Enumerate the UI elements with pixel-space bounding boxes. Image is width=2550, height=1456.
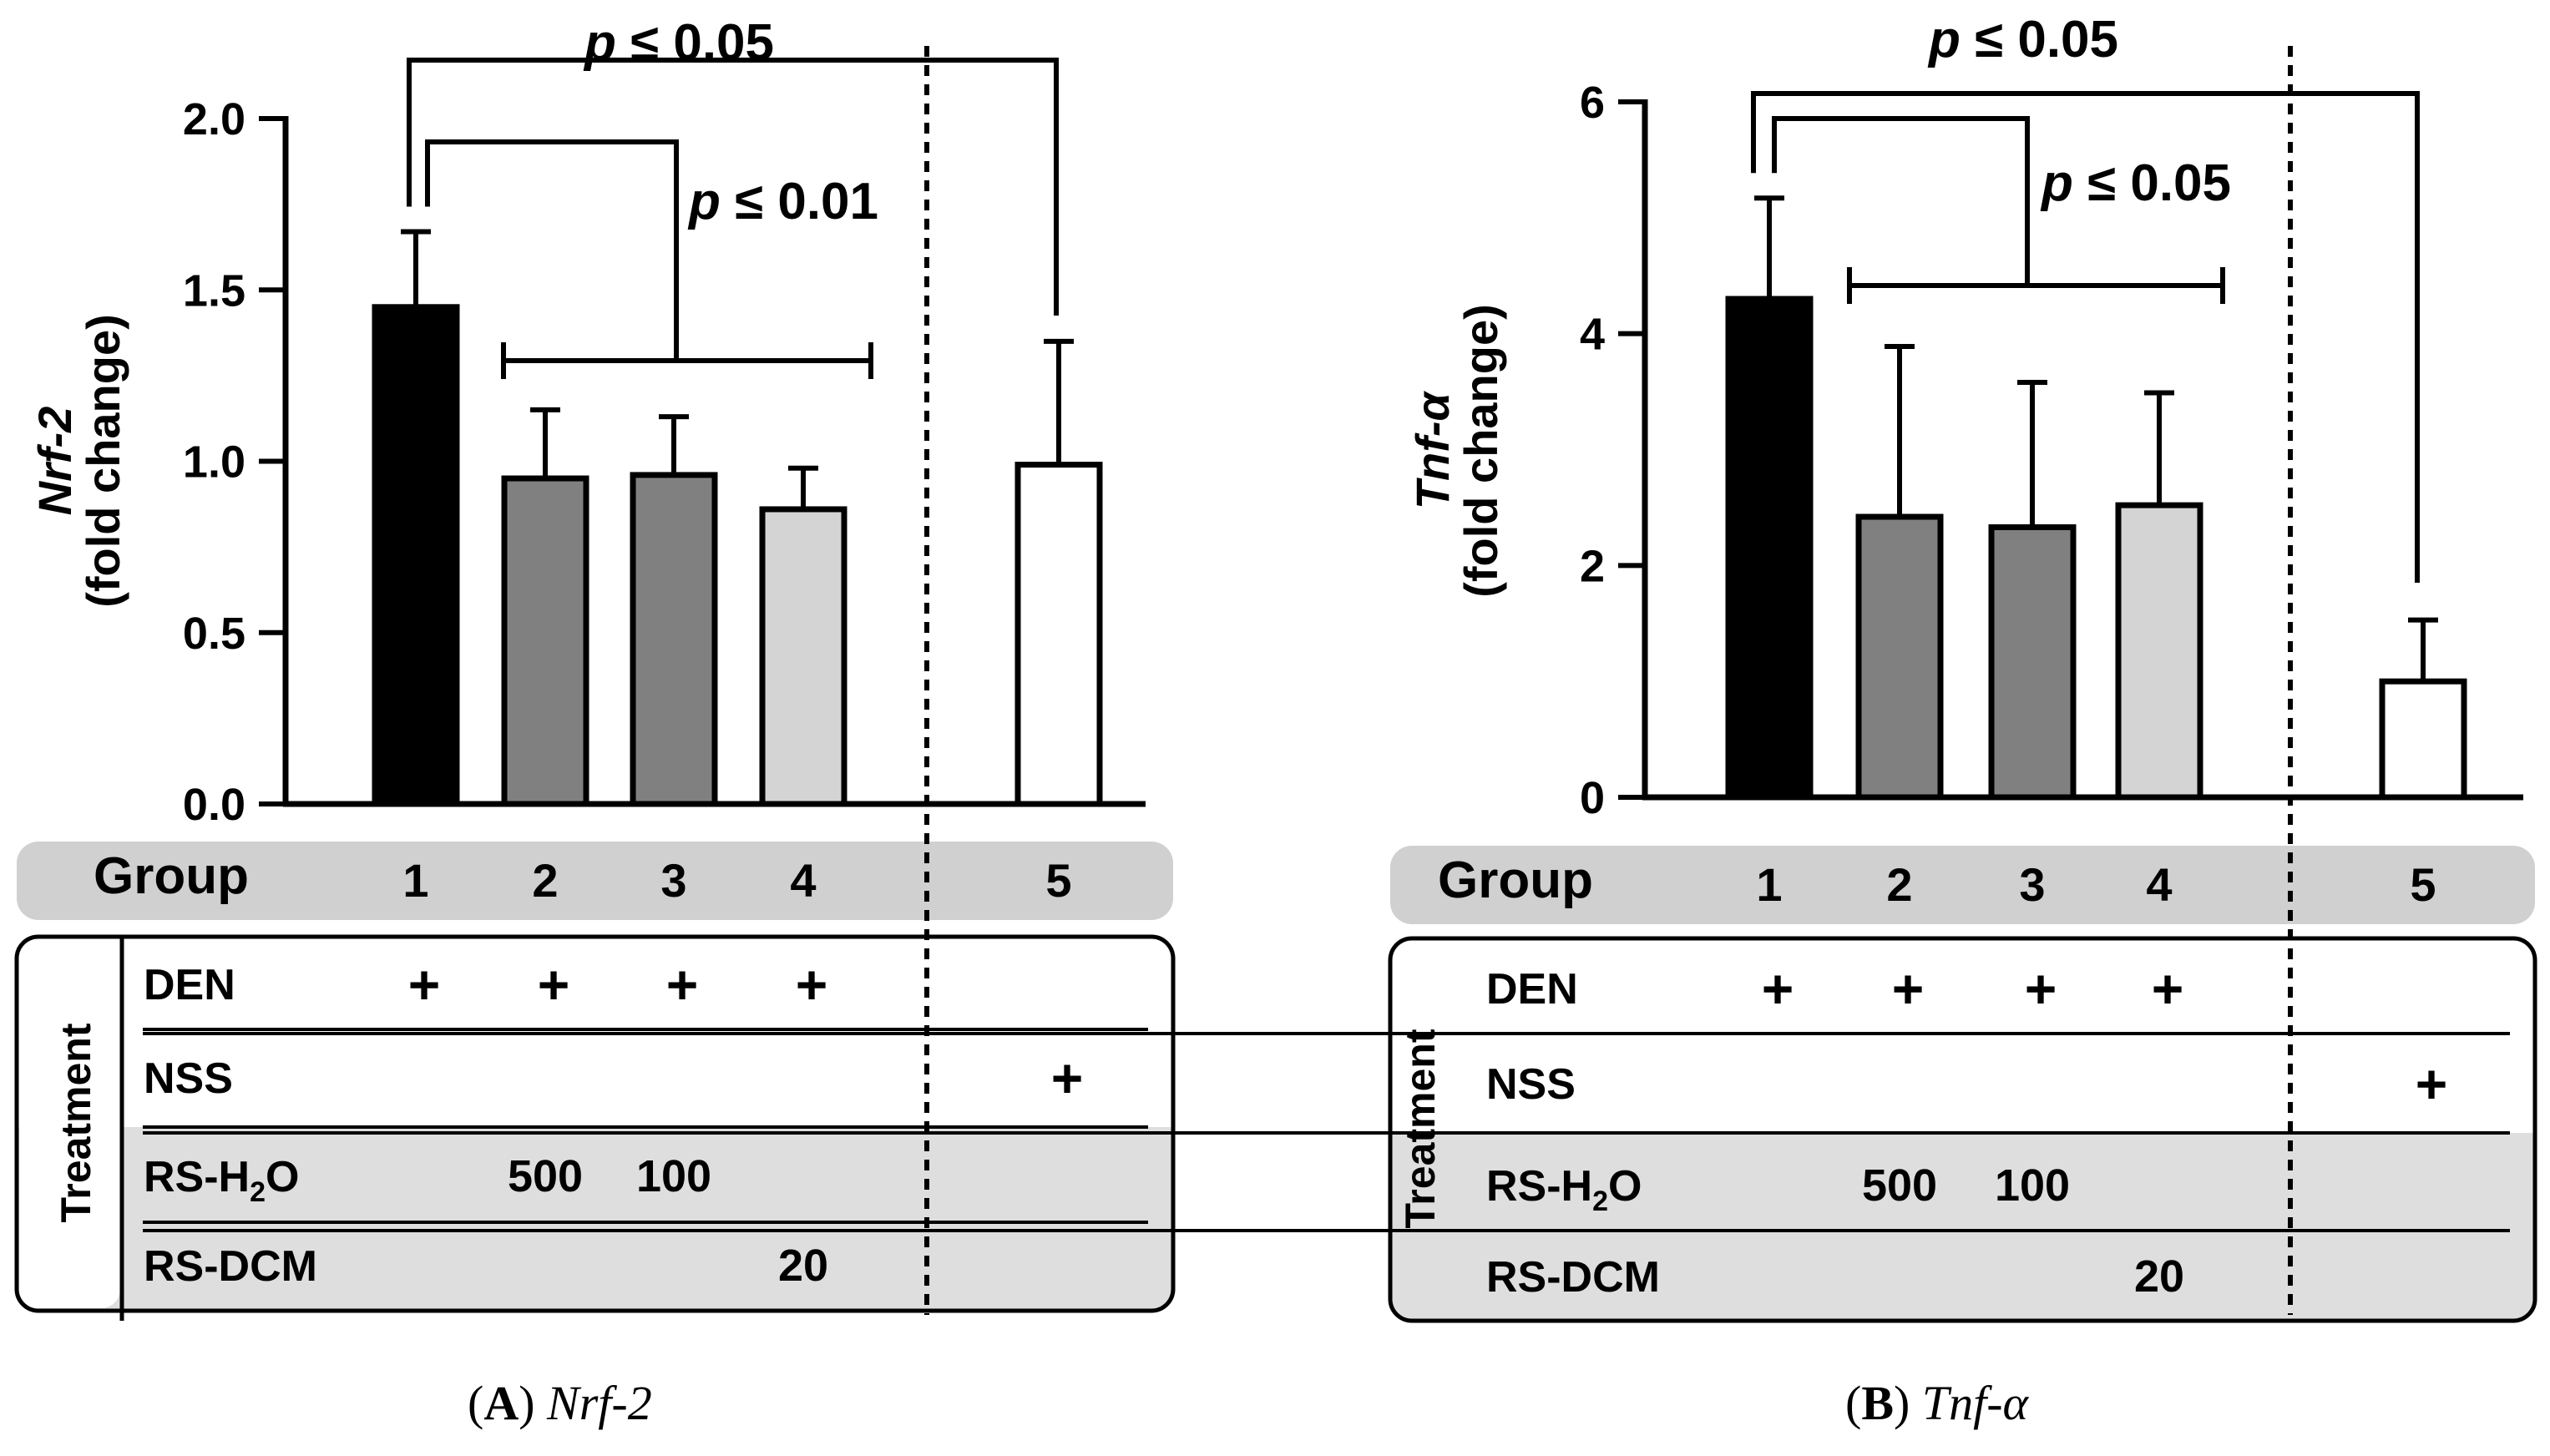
den-marks-cell: + <box>666 953 699 1015</box>
bar-group-3 <box>630 472 718 807</box>
rsh2o-values-cell: 500 <box>1862 1160 1937 1211</box>
row-label-den: DEN <box>1486 965 1578 1014</box>
den-marks-cell: + <box>1762 958 1794 1019</box>
y-tick-label: 1.5 <box>183 265 245 316</box>
group-number: 5 <box>1045 854 1071 907</box>
bar-group-2 <box>501 475 589 807</box>
den-marks-cell: + <box>796 953 828 1015</box>
significance-bracket-1v2-4 <box>425 139 679 361</box>
group-number: 1 <box>1756 858 1782 911</box>
bar-group-5 <box>1014 462 1103 807</box>
significance-bracket-1v5 <box>407 58 1059 316</box>
group-number: 3 <box>2019 858 2045 911</box>
y-tick-label: 6 <box>1580 78 1605 128</box>
row-label-den: DEN <box>144 961 235 1009</box>
p-value-annotation: p ≤ 0.05 <box>583 14 774 72</box>
bar-group-1 <box>1725 296 1814 801</box>
treatment-tab <box>19 939 120 1308</box>
rsdcm-values-cell: 20 <box>2134 1251 2184 1302</box>
group-number: 4 <box>790 854 816 907</box>
group-number: 2 <box>1886 858 1912 911</box>
table-shade <box>1390 1133 2535 1321</box>
group-band <box>1390 846 2535 924</box>
den-marks-cell: + <box>2025 958 2057 1019</box>
y-tick-label: 1.0 <box>183 437 245 488</box>
group-number: 5 <box>2410 858 2436 911</box>
row-label-rs-h2o: RS-H2O <box>1486 1162 1642 1217</box>
bar-group-5 <box>2379 678 2467 801</box>
p-value-annotation: p ≤ 0.05 <box>1927 11 2118 68</box>
table-shade <box>17 1127 1173 1311</box>
treatment-label: Treatment <box>1397 1029 1444 1228</box>
y-tick-label: 0.0 <box>183 780 245 830</box>
y-tick-label: 2 <box>1580 541 1605 591</box>
group-number: 4 <box>2146 858 2172 911</box>
group-number: 2 <box>532 854 558 907</box>
treatment-table <box>1388 936 2537 1323</box>
p-value-annotation: p ≤ 0.01 <box>687 173 878 230</box>
row-label-nss: NSS <box>144 1054 233 1103</box>
bar-group-4 <box>759 506 847 807</box>
y-axis-label: Nrf-2(fold change) <box>28 314 129 608</box>
group-number: 3 <box>660 854 686 907</box>
panel-b: Group 1 2 3 4 5 Treatment DEN NSS RS-DCM RS-H2O + + +… <box>119 11 2537 1430</box>
bar-group-3 <box>1988 524 2077 801</box>
treatment-table <box>14 934 1176 1313</box>
group-number: 1 <box>402 854 428 907</box>
row-label-rs-dcm: RS-DCM <box>1486 1253 1660 1302</box>
panel-caption: (B) Tnf-α <box>1845 1376 2030 1430</box>
rsh2o-values-cell: 500 <box>508 1151 583 1201</box>
row-label-rs-dcm: RS-DCM <box>144 1242 317 1291</box>
significance-bracket-1v2-4 <box>1772 116 2030 286</box>
significance-bracket-1v5 <box>1751 91 2420 583</box>
bar-group-2 <box>1855 513 1944 801</box>
nss-marks-cell: + <box>1051 1047 1084 1109</box>
rsh2o-values-cell: 100 <box>1995 1160 2070 1211</box>
den-marks-cell: + <box>2152 958 2184 1019</box>
treatment-label: Treatment <box>53 1023 99 1222</box>
group-label: Group <box>94 847 249 905</box>
rsh2o-values-cell: 100 <box>636 1151 711 1201</box>
y-axis-label: Tnf-α(fold change) <box>1406 304 1507 598</box>
panel-a: Group 1 2 3 4 5 Treatment DEN NSS RS-DCM RS-H2O + + +… <box>14 14 1176 1430</box>
row-label-nss: NSS <box>1486 1060 1576 1109</box>
panel-caption: (A) Nrf-2 <box>468 1376 652 1430</box>
bar-group-1 <box>372 304 460 807</box>
bar-group-4 <box>2115 502 2203 801</box>
y-tick-label: 0.5 <box>183 609 245 659</box>
den-marks-cell: + <box>1892 958 1925 1019</box>
den-marks-cell: + <box>538 953 570 1015</box>
rsdcm-values-cell: 20 <box>778 1241 828 1291</box>
y-tick-label: 4 <box>1580 310 1605 360</box>
nss-marks-cell: + <box>2416 1053 2448 1115</box>
p-value-annotation: p ≤ 0.05 <box>2040 154 2231 212</box>
group-band <box>17 842 1173 920</box>
row-label-rs-h2o: RS-H2O <box>144 1153 299 1208</box>
y-tick-label: 2.0 <box>183 94 245 144</box>
group-label: Group <box>1438 852 1593 909</box>
den-marks-cell: + <box>408 953 441 1015</box>
y-tick-label: 0 <box>1580 773 1605 823</box>
